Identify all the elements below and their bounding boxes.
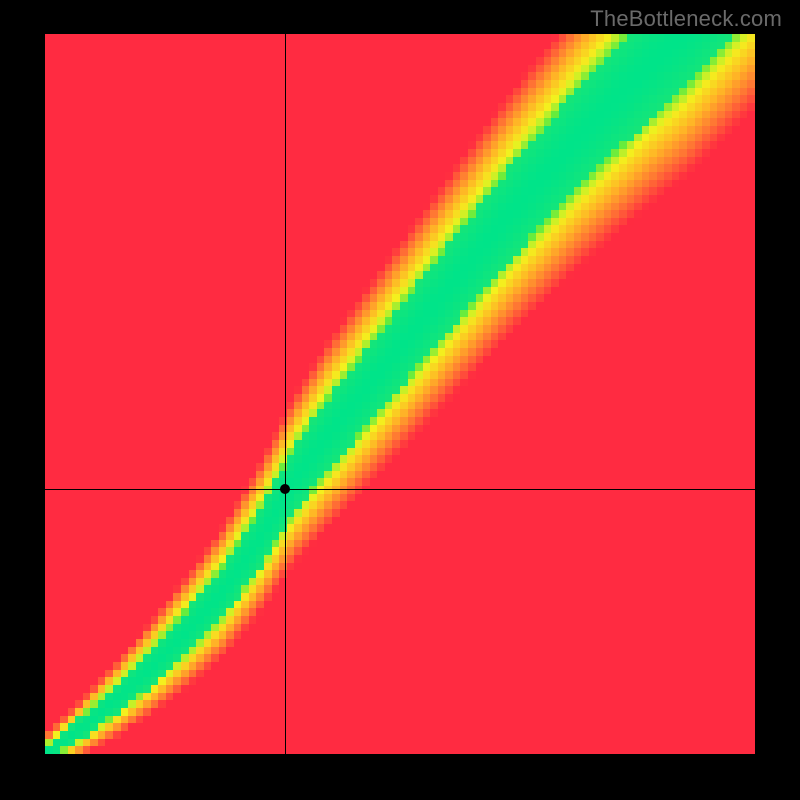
watermark-text: TheBottleneck.com [590, 6, 782, 32]
heatmap-canvas [45, 34, 755, 754]
plot-area [45, 34, 755, 754]
crosshair-vertical [285, 34, 286, 754]
crosshair-marker [280, 484, 290, 494]
crosshair-horizontal [45, 489, 755, 490]
